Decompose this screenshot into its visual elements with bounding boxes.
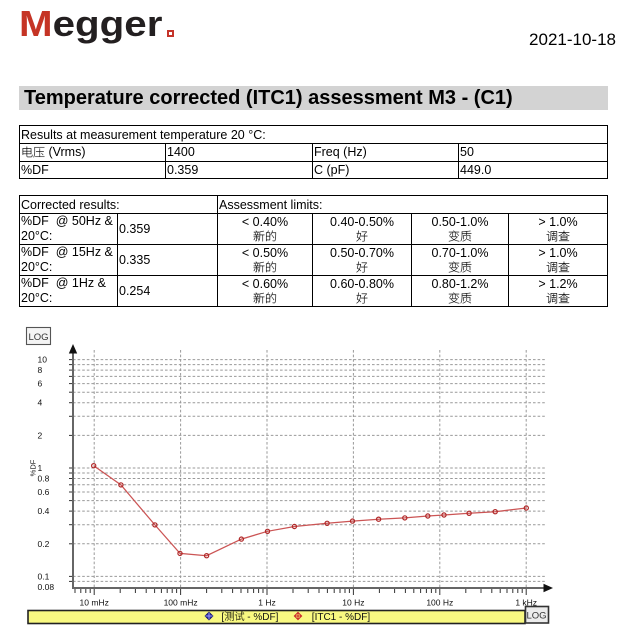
svg-text:1 Hz: 1 Hz <box>258 598 275 608</box>
svg-text:0.4: 0.4 <box>38 506 50 516</box>
svg-text:6: 6 <box>38 379 43 389</box>
svg-text:10 Hz: 10 Hz <box>342 598 364 608</box>
svg-text:0.6: 0.6 <box>38 487 50 497</box>
svg-text:10 mHz: 10 mHz <box>80 598 109 608</box>
svg-text:- %DF]: - %DF] <box>247 612 278 623</box>
svg-text:%DF: %DF <box>29 459 38 476</box>
svg-text:[: [ <box>221 612 224 623</box>
svg-text:1 kHz: 1 kHz <box>515 598 537 608</box>
svg-text:4: 4 <box>38 398 43 408</box>
svg-text:2: 2 <box>38 430 43 440</box>
svg-text:0.1: 0.1 <box>38 571 50 581</box>
svg-text:0.08: 0.08 <box>38 582 55 592</box>
svg-text:[ITC1 - %DF]: [ITC1 - %DF] <box>312 612 371 623</box>
svg-text:8: 8 <box>38 365 43 375</box>
svg-text:0.8: 0.8 <box>38 474 50 484</box>
svg-text:10: 10 <box>38 355 48 365</box>
svg-text:LOG: LOG <box>28 332 48 343</box>
svg-text:100 Hz: 100 Hz <box>426 598 453 608</box>
svg-text:LOG: LOG <box>526 611 546 622</box>
svg-text:100 mHz: 100 mHz <box>164 598 198 608</box>
svg-text:1: 1 <box>38 463 43 473</box>
svg-text:0.2: 0.2 <box>38 539 50 549</box>
